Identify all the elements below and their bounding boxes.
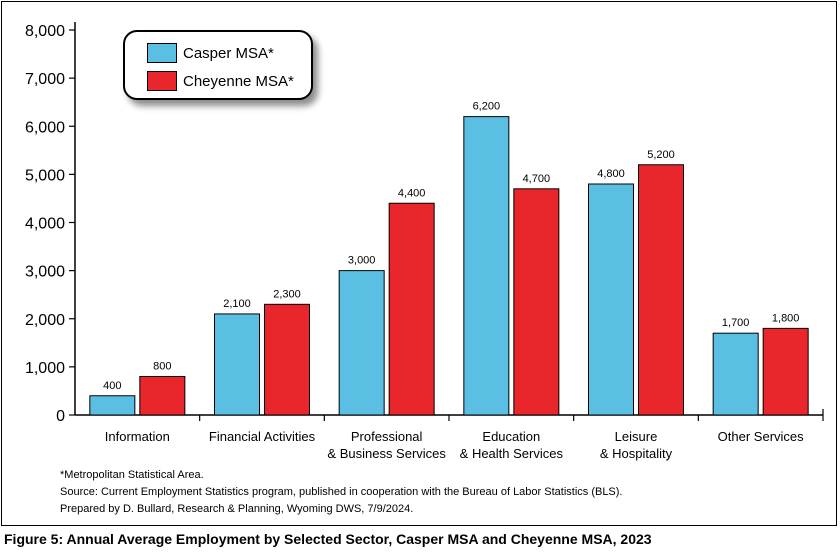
x-category-label: Professional bbox=[351, 429, 423, 444]
y-tick-label: 7,000 bbox=[25, 71, 65, 88]
bar-casper bbox=[588, 183, 634, 416]
data-label: 1,700 bbox=[722, 317, 750, 329]
data-label: 400 bbox=[103, 380, 121, 392]
bar-casper bbox=[712, 332, 759, 416]
data-label: 800 bbox=[153, 361, 171, 373]
y-tick-label: 0 bbox=[56, 408, 65, 425]
x-category-label: Information bbox=[105, 429, 170, 444]
chart-legend: Casper MSA* Cheyenne MSA* bbox=[123, 30, 313, 100]
data-label: 4,700 bbox=[523, 173, 551, 185]
x-category-label: & Business Services bbox=[327, 446, 446, 461]
y-tick-label: 8,000 bbox=[25, 23, 65, 40]
legend-swatch-casper bbox=[147, 43, 177, 63]
x-category-label: & Health Services bbox=[460, 446, 564, 461]
legend-label-casper: Casper MSA* bbox=[183, 44, 274, 62]
data-label: 2,100 bbox=[223, 298, 251, 310]
data-label: 4,400 bbox=[398, 187, 426, 199]
bar-cheyenne bbox=[139, 376, 186, 416]
y-tick-label: 5,000 bbox=[25, 167, 65, 184]
x-category-label: Education bbox=[482, 429, 540, 444]
legend-item-casper: Casper MSA* bbox=[147, 43, 274, 63]
chart-frame: 0 1,000 2,000 3,000 4,000 5,000 6,000 7,000 8,00… bbox=[1, 1, 837, 526]
bar-cheyenne bbox=[264, 303, 310, 416]
x-category-label: Leisure bbox=[615, 429, 658, 444]
x-category-label: Other Services bbox=[718, 429, 804, 444]
bar-casper bbox=[89, 395, 136, 416]
legend-label-cheyenne: Cheyenne MSA* bbox=[183, 72, 294, 90]
bar-cheyenne bbox=[638, 164, 684, 416]
bar-chart: 0 1,000 2,000 3,000 4,000 5,000 6,000 7,000 8,00… bbox=[25, 22, 824, 461]
footnote: *Metropolitan Statistical Area. bbox=[60, 469, 204, 481]
bar-casper bbox=[463, 116, 510, 416]
data-label: 4,800 bbox=[597, 168, 625, 180]
data-label: 3,000 bbox=[348, 255, 376, 267]
x-category-label: Financial Activities bbox=[209, 429, 316, 444]
data-label: 2,300 bbox=[273, 288, 301, 300]
y-tick-label: 4,000 bbox=[25, 216, 65, 233]
bar-casper bbox=[214, 313, 260, 416]
bar-cheyenne bbox=[762, 327, 809, 416]
bar-cheyenne bbox=[513, 188, 560, 416]
source-note: Source: Current Employment Statistics pr… bbox=[60, 486, 623, 498]
data-label: 6,200 bbox=[473, 101, 501, 113]
bar-casper bbox=[338, 270, 385, 416]
y-tick-label: 3,000 bbox=[25, 264, 65, 281]
y-tick-label: 6,000 bbox=[25, 119, 65, 136]
data-label: 5,200 bbox=[647, 149, 675, 161]
legend-item-cheyenne: Cheyenne MSA* bbox=[147, 71, 294, 91]
legend-swatch-cheyenne bbox=[147, 71, 177, 91]
y-tick-label: 1,000 bbox=[25, 360, 65, 377]
data-label: 1,800 bbox=[772, 312, 800, 324]
bar-cheyenne bbox=[388, 202, 435, 416]
prepared-by-note: Prepared by D. Bullard, Research & Plann… bbox=[60, 503, 414, 515]
x-category-label: & Hospitality bbox=[600, 446, 673, 461]
y-tick-label: 2,000 bbox=[25, 312, 65, 329]
figure-caption: Figure 5: Annual Average Employment by S… bbox=[4, 531, 652, 547]
